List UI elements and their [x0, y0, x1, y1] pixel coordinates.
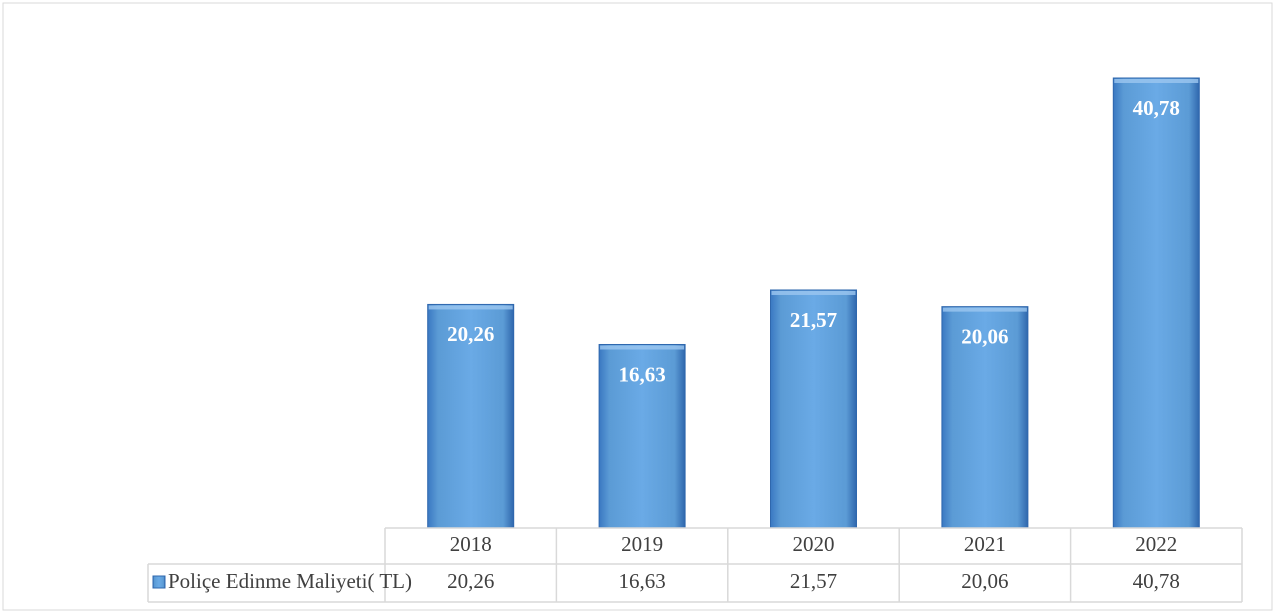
table-value: 16,63 — [618, 569, 665, 593]
data-label: 16,63 — [618, 362, 665, 386]
table-value: 20,06 — [961, 569, 1008, 593]
legend-label: Poliçe Edinme Maliyeti( TL) — [168, 569, 412, 593]
bar — [598, 343, 686, 529]
bar-bevel — [600, 345, 685, 350]
category-label: 2020 — [793, 532, 835, 556]
data-label: 20,06 — [961, 324, 1008, 348]
bar-bevel — [428, 305, 513, 310]
bar — [941, 306, 1029, 529]
table-value: 40,78 — [1133, 569, 1180, 593]
data-label: 20,26 — [447, 322, 494, 346]
table-value: 21,57 — [790, 569, 837, 593]
table-value: 20,26 — [447, 569, 494, 593]
data-label: 40,78 — [1133, 96, 1180, 120]
bar-bevel — [942, 307, 1027, 312]
category-label: 2022 — [1135, 532, 1177, 556]
category-label: 2019 — [621, 532, 663, 556]
bar — [1112, 77, 1200, 529]
category-label: 2021 — [964, 532, 1006, 556]
category-label: 2018 — [450, 532, 492, 556]
bar — [427, 303, 515, 529]
data-label: 21,57 — [790, 308, 837, 332]
bar-bevel — [771, 290, 856, 295]
legend-key — [152, 575, 166, 589]
bar-bevel — [1114, 79, 1199, 83]
bar — [770, 289, 857, 529]
